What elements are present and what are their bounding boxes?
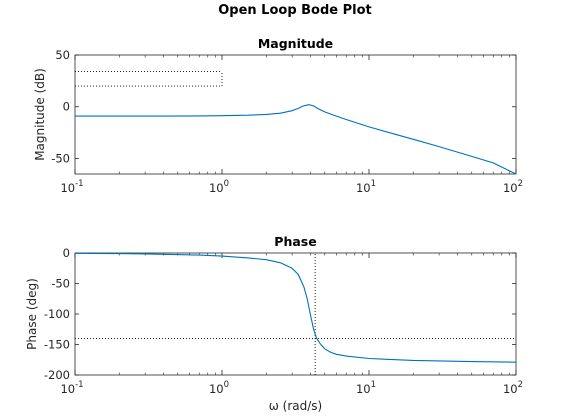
- phase-ylabel: Phase (deg): [25, 278, 39, 350]
- magnitude-xtick-label: 102: [503, 179, 523, 195]
- phase-xtick-label: 10-1: [60, 380, 83, 396]
- phase-curve: [74, 252, 517, 363]
- magnitude-panel: Magnitude Magnitude (dB) 50 0 -50 10-1 100 101 1…: [33, 36, 523, 195]
- magnitude-curve: [75, 104, 517, 175]
- phase-ytick-label: 0: [63, 246, 70, 260]
- phase-xtick-label: 100: [209, 380, 229, 396]
- phase-ytick-label: -200: [44, 368, 70, 382]
- magnitude-axes-box: [74, 54, 517, 175]
- magnitude-title: Magnitude: [258, 36, 333, 51]
- phase-ytick-label: -100: [44, 307, 70, 321]
- phase-panel: Phase Phase (deg) ω (rad/s) 0 -50 -100 -150 -20…: [25, 234, 523, 413]
- phase-xtick-label: 101: [356, 380, 376, 396]
- phase-title: Phase: [274, 234, 316, 249]
- phase-xlabel: ω (rad/s): [269, 399, 322, 413]
- phase-ytick-label: -50: [51, 277, 70, 291]
- magnitude-xtick-label: 101: [356, 179, 376, 195]
- magnitude-xtick-label: 10-1: [60, 179, 83, 195]
- magnitude-ytick-label: 0: [63, 100, 70, 114]
- magnitude-xtick-label: 100: [209, 179, 229, 195]
- magnitude-ylabel: Magnitude (dB): [33, 68, 47, 161]
- phase-xtick-label: 102: [503, 380, 523, 396]
- phase-ytick-label: -150: [44, 338, 70, 352]
- magnitude-ytick-label: 50: [55, 48, 70, 62]
- figure-title: Open Loop Bode Plot: [218, 3, 372, 18]
- phase-axes-box: [74, 252, 517, 376]
- magnitude-ytick-label: -50: [51, 151, 70, 165]
